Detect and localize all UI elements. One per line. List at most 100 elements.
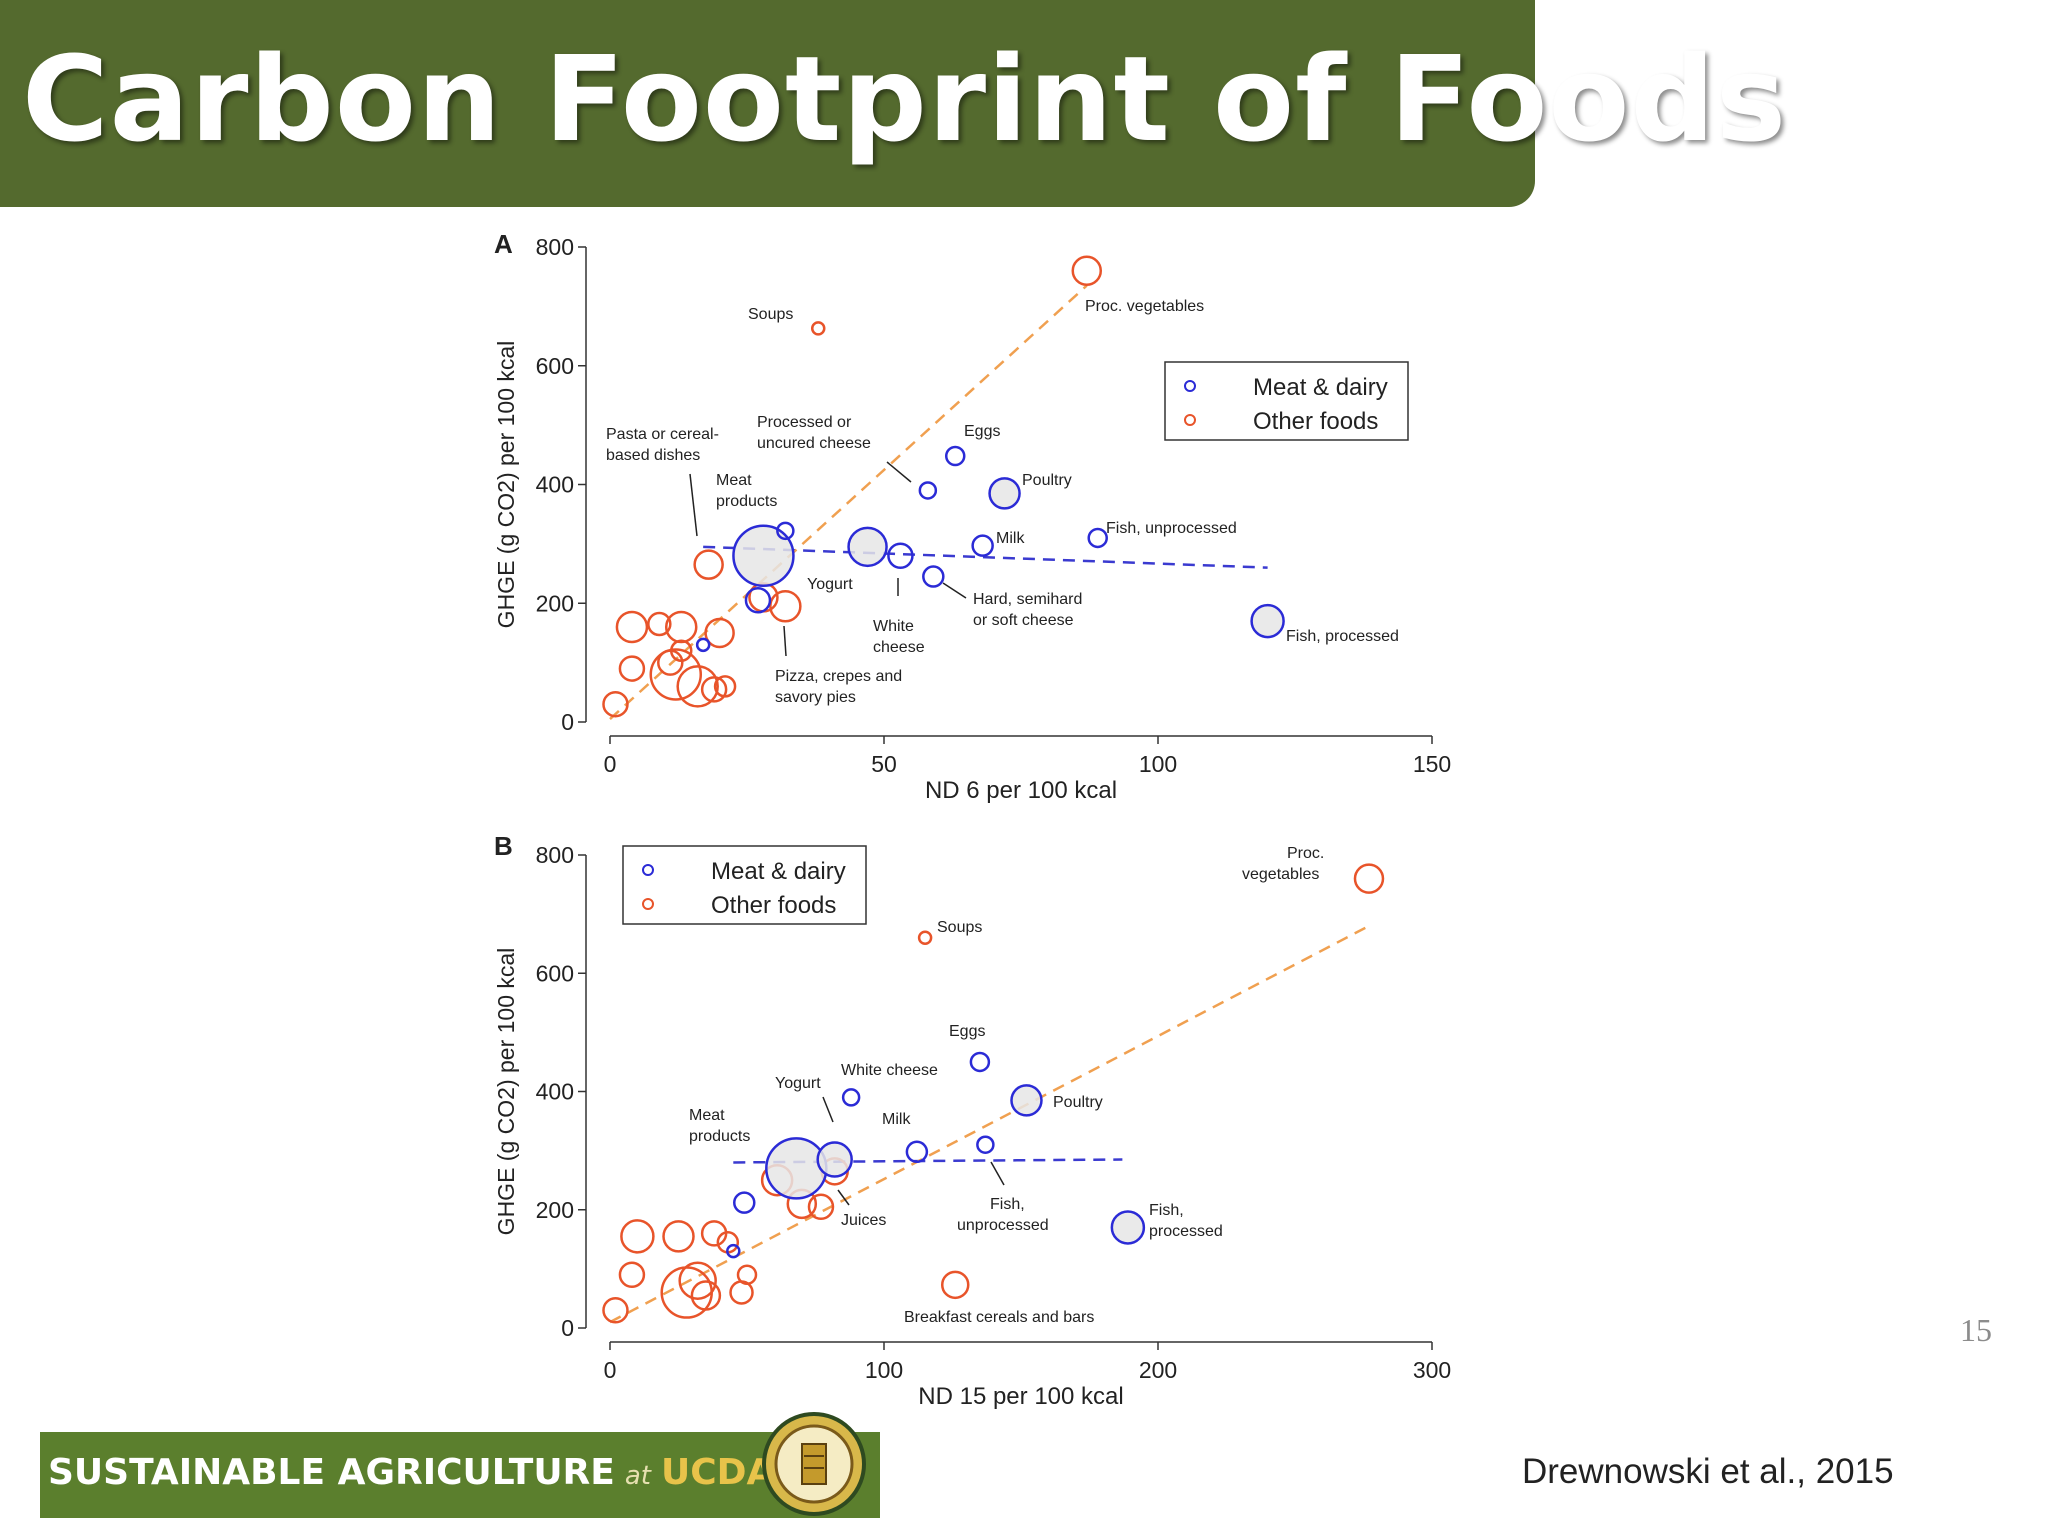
meat-dairy-point-poultry	[988, 477, 1021, 510]
arrow-yogurt	[822, 1096, 834, 1123]
meat-dairy-point-hard-semihard-or-soft-cheese	[922, 565, 945, 588]
logo-main-text: SUSTAINABLE AGRICULTURE	[48, 1452, 615, 1493]
meat-dairy-point-meat-products	[765, 1137, 828, 1200]
panel-b-label: B	[494, 831, 513, 861]
label-poultry: Poultry	[1022, 472, 1072, 489]
arrow-pizza	[783, 625, 787, 657]
arrow-fish-unproc	[990, 1161, 1005, 1186]
title-bar: Carbon Footprint of Foods	[0, 0, 1786, 207]
label-fish-unprocessed: Fish, unprocessed	[1106, 520, 1237, 537]
arrow-processed	[886, 461, 912, 483]
label-white-1: White	[873, 618, 914, 635]
meat-dairy-point-fish-processed	[1110, 1210, 1146, 1245]
label-proc-veg-1: Proc.	[1287, 845, 1324, 862]
logo-text: SUSTAINABLE AGRICULTURE at UCDAVIS	[48, 1452, 839, 1493]
y-axis-label: GHGE (g CO2) per 100 kcal	[493, 341, 519, 629]
y-tick-label: 200	[536, 590, 574, 616]
label-soups: Soups	[937, 919, 982, 936]
legend-box	[1164, 361, 1409, 441]
other-foods-point-unlabeled	[729, 1280, 754, 1305]
label-pizza-2: savory pies	[775, 689, 856, 706]
other-foods-point-unlabeled	[618, 655, 646, 682]
legend-meat-marker	[642, 864, 654, 876]
other-foods-point-unlabeled	[704, 617, 735, 649]
label-hard-2: or soft cheese	[973, 612, 1074, 629]
label-fish-unproc-1: Fish,	[990, 1196, 1025, 1213]
meat-dairy-point-poultry	[1010, 1084, 1043, 1117]
other-foods-point-proc-vegetables	[1071, 255, 1103, 286]
other-foods-point-unlabeled	[676, 665, 719, 708]
panel-b-points	[602, 863, 1385, 1324]
x-tick-label: 100	[865, 1357, 903, 1383]
meat-dairy-point-milk	[971, 534, 994, 557]
panel-b-annotations: Soups Proc. vegetables Eggs White cheese…	[689, 845, 1324, 1326]
label-fish-unproc-2: unprocessed	[957, 1217, 1049, 1234]
meat-dairy-point-eggs	[944, 445, 966, 467]
citation: Drewnowski et al., 2015	[1522, 1452, 1894, 1491]
uc-seal-icon	[762, 1412, 866, 1516]
page-number: 15	[1960, 1312, 1992, 1348]
arrow-pasta	[689, 473, 698, 537]
y-tick-label: 400	[536, 1079, 574, 1105]
y-tick-label: 200	[536, 1197, 574, 1223]
other-foods-point-unlabeled	[662, 1220, 695, 1253]
arrow-hard	[942, 582, 967, 599]
other-foods-point-pizza-crepes-and-savory-pies	[769, 589, 802, 623]
y-tick-label: 800	[536, 234, 574, 260]
other-foods-point-soups	[810, 321, 826, 336]
fit-line-other-foods	[609, 924, 1370, 1324]
panel-b-legend: Meat & dairy Other foods	[622, 845, 867, 925]
panel-a-axes: 0 200 400 600 800 0 50 100 150 ND 6 per 100 kcal G…	[493, 234, 1451, 804]
panel-b-arrows	[822, 1096, 1005, 1206]
other-foods-point-unlabeled	[602, 690, 629, 718]
label-pasta-2: based dishes	[606, 447, 700, 464]
label-eggs: Eggs	[964, 423, 1000, 440]
label-meat-2: products	[716, 493, 777, 510]
other-foods-point-soups	[917, 930, 933, 946]
meat-dairy-point-processed-or-uncured-cheese	[918, 481, 938, 500]
panel-b-fit-lines	[609, 924, 1370, 1324]
label-meat-1: Meat	[716, 472, 752, 489]
fit-line-meat-dairy	[703, 545, 1268, 569]
logo-at-text: at	[624, 1461, 651, 1491]
meat-dairy-point-unlabeled	[733, 1191, 756, 1214]
slide-title: Carbon Footprint of Foods	[22, 30, 1788, 168]
x-tick-label: 50	[871, 751, 897, 777]
legend-meat-label: Meat & dairy	[711, 858, 846, 885]
other-foods-point-unlabeled	[669, 639, 693, 662]
label-white-2: cheese	[873, 639, 925, 656]
other-foods-point-unlabeled	[713, 675, 737, 698]
legend-box	[622, 845, 867, 925]
label-pizza-1: Pizza, crepes and	[775, 668, 902, 685]
label-pasta-1: Pasta or cereal-	[606, 426, 719, 443]
y-tick-label: 0	[561, 1315, 574, 1341]
y-tick-label: 0	[561, 709, 574, 735]
other-foods-point-unlabeled	[615, 610, 649, 644]
meat-dairy-point-fish-processed	[1250, 603, 1285, 639]
label-yogurt: Yogurt	[807, 576, 853, 593]
legend-other-marker	[642, 898, 654, 910]
panel-a-legend: Meat & dairy Other foods	[1164, 361, 1409, 441]
other-foods-point-unlabeled	[678, 1261, 717, 1300]
other-foods-point-breakfast-cereals-and-bars	[940, 1270, 970, 1300]
x-tick-label: 300	[1413, 1357, 1451, 1383]
other-foods-point-unlabeled	[649, 648, 703, 701]
y-tick-label: 600	[536, 353, 574, 379]
label-proc-veg-2: vegetables	[1242, 866, 1319, 883]
other-foods-point-unlabeled	[647, 611, 672, 637]
label-yogurt: Yogurt	[775, 1075, 821, 1092]
panel-a: A 0 200 400 600 800 0 50 100 150 ND 6 per 100 kca…	[493, 229, 1451, 804]
arrow-juices	[837, 1189, 850, 1206]
meat-dairy-point-yogurt	[847, 526, 888, 568]
meat-dairy-point-unlabeled	[726, 1243, 741, 1259]
label-fish-proc-1: Fish,	[1149, 1202, 1184, 1219]
other-foods-point-pasta-or-cereal-based-dishes	[693, 549, 724, 580]
label-poultry: Poultry	[1053, 1094, 1103, 1111]
legend-other-label: Other foods	[711, 892, 836, 919]
y-tick-label: 400	[536, 472, 574, 498]
other-foods-point-proc-vegetables	[1353, 863, 1385, 894]
meat-dairy-point-yogurt	[816, 1141, 853, 1178]
legend-other-marker	[1184, 414, 1196, 426]
meat-dairy-point-white-cheese	[887, 542, 914, 569]
